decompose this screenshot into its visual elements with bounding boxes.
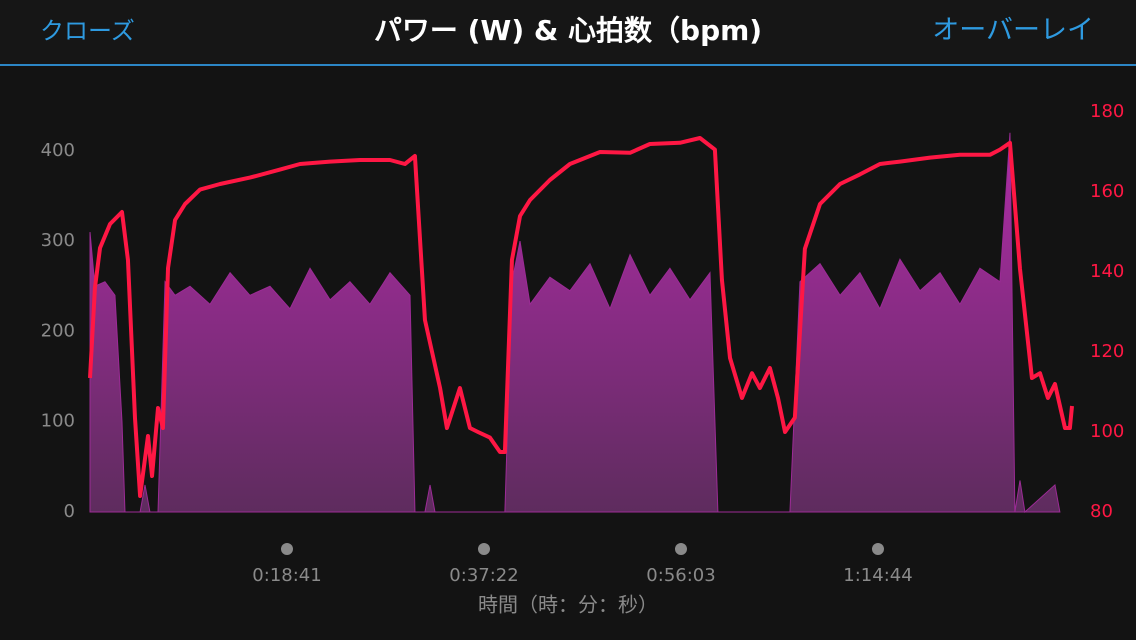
x-tick-dot <box>477 543 490 555</box>
x-tick-dot <box>674 543 687 555</box>
x-tick-label: 0:56:03 <box>646 565 715 586</box>
y-tick-label: 100 <box>41 411 75 432</box>
chart: 時間（時：分：秒） 0 100 200 300 400 80 100 120 140 160 180… <box>41 101 1125 617</box>
x-tick-label: 1:14:44 <box>843 565 912 586</box>
y-tick-label: 300 <box>41 230 75 251</box>
close-button[interactable]: クローズ <box>40 17 135 45</box>
x-tick-dot <box>871 543 884 555</box>
y-tick-label: 0 <box>64 501 75 522</box>
y2-tick-label: 80 <box>1090 501 1113 522</box>
y2-tick-label: 100 <box>1090 421 1124 442</box>
y-tick-label: 400 <box>41 140 75 161</box>
y2-tick-label: 180 <box>1090 101 1124 122</box>
y2-tick-label: 160 <box>1090 181 1124 202</box>
y2-tick-label: 140 <box>1090 261 1124 282</box>
x-tick-label: 0:18:41 <box>252 565 321 586</box>
y-tick-label: 200 <box>41 320 75 341</box>
x-tick-label: 0:37:22 <box>449 565 518 586</box>
heart-rate-line <box>88 136 1074 498</box>
y2-tick-label: 120 <box>1090 341 1124 362</box>
top-bar: クローズ パワー (W) & 心拍数（bpm) オーバーレイ <box>0 0 1136 66</box>
x-axis-title: 時間（時：分：秒） <box>478 593 658 617</box>
overlay-button[interactable]: オーバーレイ <box>932 15 1094 46</box>
x-tick-dot <box>280 543 293 555</box>
power-area <box>89 132 1061 513</box>
chart-title: パワー (W) & 心拍数（bpm) <box>373 14 763 47</box>
